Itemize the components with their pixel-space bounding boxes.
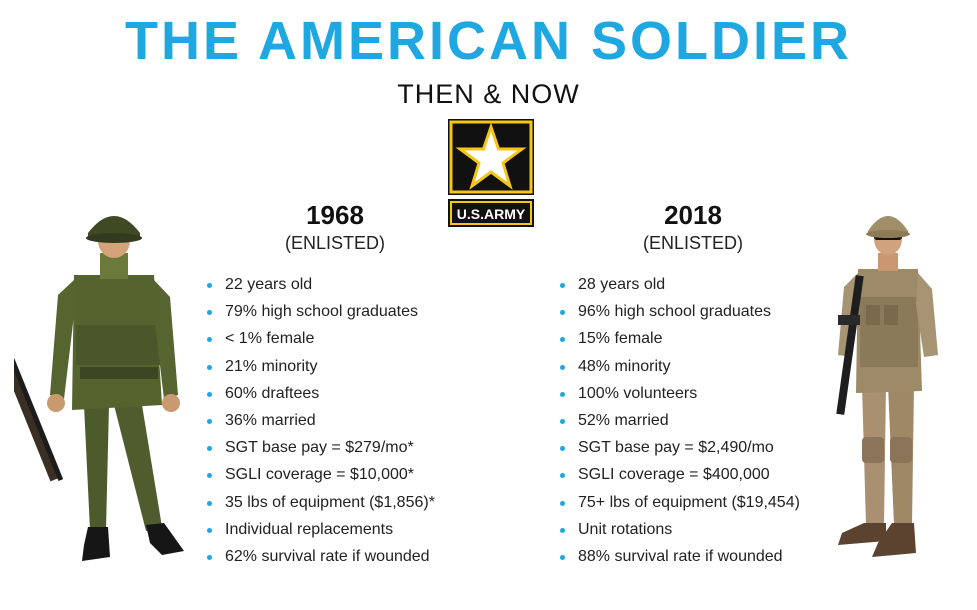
- list-item: SGLI coverage = $400,000: [558, 461, 800, 488]
- list-item: 22 years old: [205, 271, 435, 298]
- army-logo: U.S.ARMY: [446, 117, 536, 229]
- bullet-icon: [560, 500, 565, 506]
- bullet-icon: [207, 527, 212, 533]
- bullet-icon: [207, 554, 212, 560]
- list-item: 52% married: [558, 407, 800, 434]
- bullet-icon: [207, 500, 212, 506]
- facts-list-1968: 22 years old 79% high school graduates <…: [205, 271, 435, 570]
- year-1968: 1968: [306, 200, 364, 230]
- army-logo-text: U.S.ARMY: [457, 206, 526, 222]
- bullet-icon: [207, 283, 212, 288]
- bullet-icon: [207, 391, 212, 397]
- column-1968-header: 1968 (ENLISTED): [235, 200, 435, 254]
- list-item: 21% minority: [205, 353, 435, 380]
- year-2018: 2018: [664, 200, 722, 230]
- bullet-icon: [560, 473, 565, 479]
- bullet-icon: [560, 337, 565, 343]
- list-item: Individual replacements: [205, 516, 435, 543]
- bullet-icon: [560, 554, 565, 560]
- list-item: 28 years old: [558, 271, 800, 298]
- list-item: SGT base pay = $279/mo*: [205, 434, 435, 461]
- list-item: 60% draftees: [205, 380, 435, 407]
- column-2018-header: 2018 (ENLISTED): [593, 200, 793, 254]
- army-star-icon: [455, 122, 527, 190]
- rank-label-2018: (ENLISTED): [642, 233, 743, 253]
- list-item: 88% survival rate if wounded: [558, 543, 800, 570]
- list-item: < 1% female: [205, 325, 435, 352]
- list-item: Unit rotations: [558, 516, 800, 543]
- list-item: 96% high school graduates: [558, 298, 800, 325]
- facts-list-2018: 28 years old 96% high school graduates 1…: [558, 271, 800, 570]
- bullet-icon: [207, 418, 212, 424]
- rank-label-1968: (ENLISTED): [284, 233, 385, 253]
- list-item: 75+ lbs of equipment ($19,454): [558, 489, 800, 516]
- bullet-icon: [207, 310, 212, 316]
- bullet-icon: [207, 473, 212, 479]
- soldier-1968-image: [14, 216, 184, 561]
- bullet-icon: [560, 283, 565, 288]
- list-item: 100% volunteers: [558, 380, 800, 407]
- list-item: SGLI coverage = $10,000*: [205, 461, 435, 488]
- list-item: 62% survival rate if wounded: [205, 543, 435, 570]
- list-item: 15% female: [558, 325, 800, 352]
- list-item: 48% minority: [558, 353, 800, 380]
- bullet-icon: [560, 364, 565, 370]
- bullet-icon: [207, 446, 212, 452]
- page-title: THE AMERICAN SOLDIER: [124, 11, 852, 71]
- bullet-icon: [560, 310, 565, 316]
- bullet-icon: [560, 527, 565, 533]
- bullet-icon: [560, 418, 565, 424]
- bullet-icon: [560, 446, 565, 452]
- list-item: 36% married: [205, 407, 435, 434]
- page-subtitle: THEN & NOW: [397, 79, 580, 109]
- list-item: SGT base pay = $2,490/mo: [558, 434, 800, 461]
- soldier-2018-image: [836, 216, 938, 557]
- list-item: 79% high school graduates: [205, 298, 435, 325]
- bullet-icon: [207, 364, 212, 370]
- list-item: 35 lbs of equipment ($1,856)*: [205, 489, 435, 516]
- bullet-icon: [207, 337, 212, 343]
- bullet-icon: [560, 391, 565, 397]
